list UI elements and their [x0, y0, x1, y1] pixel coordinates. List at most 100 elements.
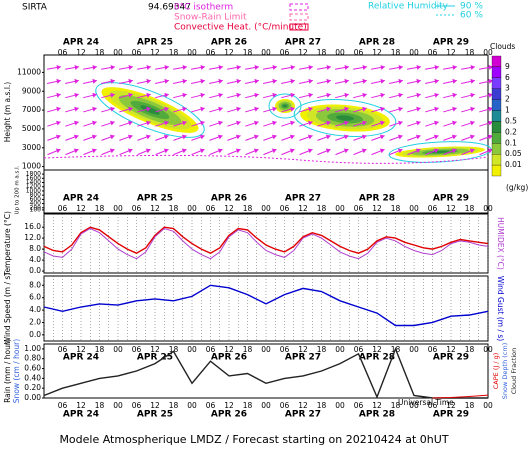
- wind-arrow: [209, 120, 223, 127]
- colorbar-unit: (g/kg): [506, 183, 528, 192]
- arrow-head: [290, 78, 295, 84]
- hour-label: 00: [335, 204, 345, 213]
- wind-arrow: [101, 78, 115, 84]
- hour-label: 00: [483, 48, 493, 57]
- wind-arrow: [443, 106, 457, 113]
- hour-label: 18: [169, 401, 179, 410]
- wind-arrow: [65, 78, 79, 84]
- wind-arrow: [101, 106, 115, 113]
- hour-label: 06: [58, 48, 68, 57]
- y-tick-label: 8.0: [29, 244, 41, 253]
- series-line: [432, 394, 489, 399]
- hour-label: 12: [150, 204, 160, 213]
- wind-arrow: [101, 134, 115, 141]
- y-axis-label: Rain (mm / hour): [3, 339, 12, 403]
- wind-arrow: [119, 92, 133, 99]
- arrow-head: [488, 120, 493, 126]
- y-tick-label: 1000: [22, 162, 41, 171]
- arrow-head: [145, 134, 151, 140]
- arrow-head: [325, 134, 331, 140]
- wind-arrow: [461, 106, 475, 113]
- hour-label: 00: [261, 204, 271, 213]
- wind-arrow: [65, 92, 79, 99]
- wind-arrow: [83, 120, 97, 127]
- arrow-head: [56, 78, 61, 84]
- arrow-head: [326, 120, 331, 126]
- wind-arrow: [227, 78, 241, 84]
- arrow-head: [433, 148, 439, 154]
- hour-label: 06: [132, 401, 142, 410]
- arrow-head: [127, 148, 133, 154]
- arrow-head: [344, 65, 349, 70]
- y-tick-label: 8.0: [29, 280, 41, 289]
- wind-arrow: [407, 148, 421, 156]
- arrow-head: [128, 120, 133, 126]
- y-tick-label: 1.00: [24, 344, 41, 353]
- wind-arrow: [173, 65, 187, 70]
- hour-label: 00: [409, 401, 419, 410]
- day-label: APR 24: [63, 38, 99, 48]
- arrow-head: [326, 65, 331, 70]
- y-tick-label: 1200: [26, 183, 41, 190]
- wind-arrow: [353, 134, 367, 141]
- arrow-head: [164, 106, 169, 112]
- wind-arrow: [317, 148, 331, 156]
- wind-arrow: [371, 92, 385, 99]
- colorbar-label: 9: [505, 62, 510, 71]
- wind-arrow: [281, 92, 295, 99]
- wind-arrow: [47, 148, 61, 156]
- arrow-head: [308, 92, 313, 98]
- wind-arrow: [173, 120, 187, 127]
- arrow-head: [199, 134, 205, 140]
- arrow-head: [272, 92, 277, 98]
- arrow-head: [398, 78, 403, 84]
- day-label: APR 29: [433, 353, 469, 363]
- y-axis-label: Height (m a.s.l.): [3, 82, 12, 143]
- hour-label: 06: [428, 345, 438, 354]
- colorbar-label: 0.5: [505, 116, 517, 125]
- colorbar-cell: [491, 88, 502, 100]
- wind-arrow: [335, 134, 349, 141]
- wind-arrow: [407, 106, 421, 113]
- wind-arrow: [335, 78, 349, 84]
- wind-arrow: [155, 148, 169, 156]
- arrow-head: [290, 65, 295, 70]
- wind-arrow: [479, 106, 493, 113]
- y-axis-label: Up to 200 m a.s.l.: [15, 165, 21, 214]
- arrow-head: [146, 106, 151, 112]
- legend-label: Snow-Rain Limit: [174, 13, 247, 23]
- arrow-head: [289, 134, 295, 140]
- wind-arrow: [83, 134, 97, 141]
- y-tick-label: 7000: [22, 105, 41, 114]
- arrow-head: [56, 65, 61, 70]
- arrow-head: [146, 120, 151, 126]
- wind-arrow: [65, 120, 79, 127]
- wind-arrow: [83, 148, 97, 156]
- wind-arrow: [119, 65, 133, 70]
- arrow-head: [469, 148, 475, 154]
- arrow-head: [398, 65, 403, 70]
- wind-arrow: [137, 148, 151, 156]
- y-tick-label: 2.0: [29, 317, 41, 326]
- hour-label: 18: [391, 48, 401, 57]
- y-axis-label: Wind Speed (m / s): [3, 273, 12, 345]
- arrow-head: [452, 120, 457, 126]
- y-axis-label: Snow (cm / hour): [12, 339, 21, 403]
- hour-label: 06: [132, 48, 142, 57]
- hour-label: 12: [446, 204, 456, 213]
- wind-arrow: [119, 120, 133, 127]
- legend-label: Convective Heat. (°C/minute): [174, 23, 307, 33]
- hour-label: 18: [95, 204, 105, 213]
- arrow-head: [56, 106, 61, 112]
- y-tick-label: 800: [30, 192, 42, 199]
- arrow-head: [451, 134, 457, 140]
- hour-label: 12: [224, 345, 234, 354]
- day-label: APR 28: [359, 353, 395, 363]
- hour-label: 00: [113, 401, 123, 410]
- arrow-head: [488, 65, 493, 70]
- arrow-head: [362, 92, 367, 98]
- colorbar-label: 3: [505, 84, 510, 93]
- wind-arrow: [47, 65, 61, 70]
- wind-arrow: [425, 106, 439, 113]
